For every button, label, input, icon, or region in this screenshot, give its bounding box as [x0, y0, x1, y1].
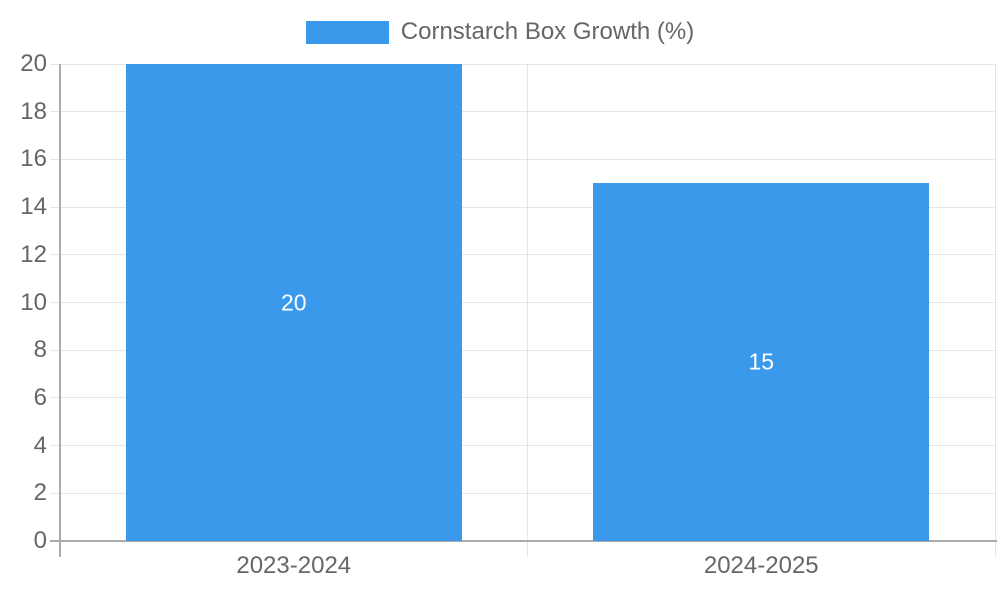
- chart-legend-item[interactable]: Cornstarch Box Growth (%): [0, 20, 1000, 44]
- x-axis-tick-label: 2024-2025: [703, 552, 819, 579]
- y-axis-tick-label: 8: [33, 336, 47, 364]
- bar-2023-2024[interactable]: [125, 64, 462, 541]
- bar-value-label: 20: [280, 289, 307, 315]
- y-tick-mark: [50, 158, 60, 160]
- y-axis-tick-label: 14: [20, 193, 47, 221]
- y-axis-tick-label: 10: [20, 288, 47, 316]
- y-axis-tick-label: 20: [20, 50, 47, 77]
- y-tick-mark: [50, 397, 60, 399]
- legend-swatch: [305, 20, 389, 44]
- y-axis-tick-label: 12: [20, 240, 47, 268]
- y-axis-tick-label: 4: [33, 431, 47, 459]
- y-tick-mark: [50, 111, 60, 113]
- y-axis-tick-label: 0: [33, 527, 47, 554]
- y-axis-tick-label: 18: [20, 97, 47, 125]
- y-axis-line: [59, 64, 61, 557]
- x-axis-tick-label: 2023-2024: [236, 552, 352, 579]
- y-axis-tick-label: 6: [33, 383, 47, 411]
- y-tick-mark: [50, 349, 60, 351]
- y-tick-mark: [50, 492, 60, 494]
- x-gridline: [994, 64, 996, 557]
- y-tick-mark: [50, 302, 60, 303]
- y-tick-mark: [50, 254, 60, 256]
- y-tick-mark: [50, 63, 60, 65]
- legend-label: Cornstarch Box Growth (%): [400, 18, 695, 45]
- bar-value-label: 15: [748, 348, 775, 375]
- x-gridline: [527, 64, 528, 557]
- y-tick-mark: [50, 206, 60, 208]
- y-axis-tick-label: 2: [33, 479, 47, 507]
- y-axis-tick-label: 16: [20, 145, 47, 173]
- y-tick-mark: [50, 445, 60, 447]
- bar-2024-2025[interactable]: [593, 183, 930, 541]
- x-axis-line: [50, 540, 997, 542]
